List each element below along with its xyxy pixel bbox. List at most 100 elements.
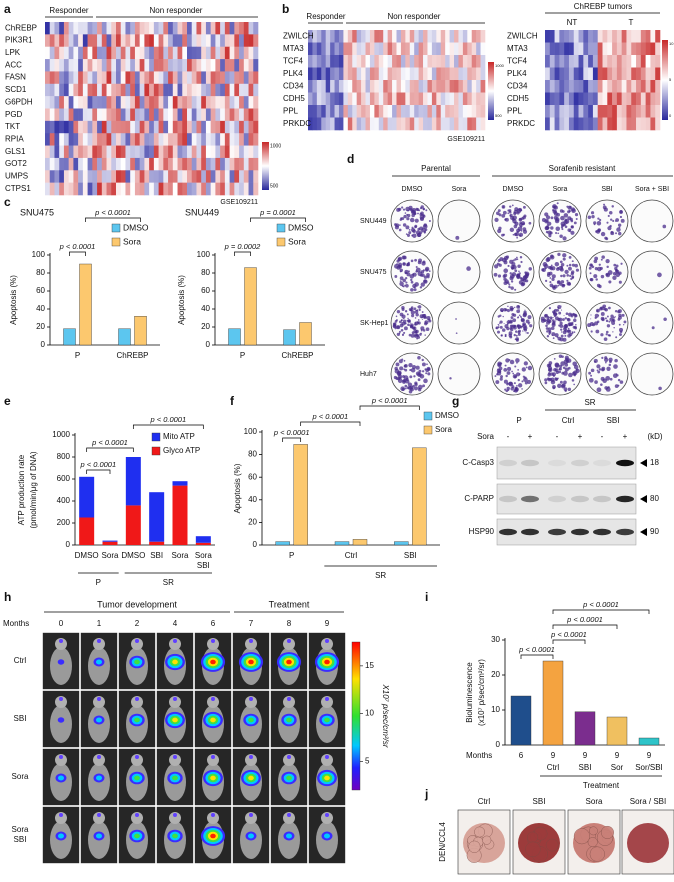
- colony: [527, 365, 533, 371]
- heatmap-cell: [82, 182, 88, 196]
- heatmap-cell: [616, 42, 622, 56]
- heatmap-cell: [130, 34, 136, 48]
- heatmap-cell: [234, 34, 240, 48]
- colony: [600, 231, 606, 237]
- signal: [248, 659, 254, 665]
- heatmap-cell: [650, 117, 656, 131]
- heatmap-cell: [229, 59, 235, 72]
- colony: [410, 278, 413, 282]
- y-tick-label: 0: [41, 340, 46, 349]
- colony: [516, 324, 520, 328]
- colony: [558, 364, 563, 369]
- colony: [562, 274, 566, 278]
- colony-plate: [585, 199, 629, 243]
- heatmap-cell: [365, 117, 371, 131]
- cell-line-label: SNU475: [360, 269, 387, 276]
- heatmap-cell: [239, 145, 245, 159]
- heatmap-cell: [116, 120, 122, 134]
- heatmap-cell: [338, 117, 344, 131]
- colony: [570, 277, 573, 281]
- heatmap-cell: [334, 30, 340, 43]
- heatmap-cell: [418, 42, 424, 56]
- heatmap-cell: [153, 108, 159, 122]
- months-label: Months: [466, 751, 492, 760]
- heatmap-cell: [592, 117, 599, 131]
- heatmap-cell: [201, 120, 207, 134]
- heatmap-cell: [253, 133, 259, 146]
- heatmap-cell: [592, 80, 599, 93]
- heatmap-cell: [68, 22, 74, 35]
- sign-label: +: [623, 432, 628, 441]
- heatmap-cell: [400, 105, 406, 118]
- heatmap-cell: [396, 67, 402, 81]
- colony: [544, 320, 547, 322]
- heatmap-cell: [54, 96, 60, 109]
- heatmap-cell: [655, 92, 661, 106]
- colony: [574, 325, 577, 329]
- heatmap-cell: [68, 96, 74, 109]
- heatmap-cell: [616, 80, 622, 93]
- colony-plate: [390, 352, 434, 396]
- heatmap-cell: [97, 46, 103, 60]
- heatmap-cell: [101, 59, 107, 72]
- colony: [524, 271, 530, 277]
- colony: [617, 318, 621, 321]
- heatmap-cell: [149, 120, 155, 134]
- heatmap-cell: [163, 59, 169, 72]
- mouse-body: [50, 647, 72, 685]
- heatmap-cell: [229, 108, 235, 122]
- heatmap-cell: [621, 55, 627, 68]
- heatmap-cell: [182, 34, 188, 48]
- heatmap-cell: [63, 34, 69, 48]
- heatmap-cell: [101, 133, 107, 146]
- mouse-image: [156, 748, 194, 806]
- gene-label: CTPS1: [5, 184, 31, 193]
- heatmap-cell: [549, 80, 555, 93]
- mouse-head: [207, 812, 219, 824]
- colony: [399, 312, 404, 317]
- colony: [417, 232, 422, 237]
- nodule: [525, 841, 541, 857]
- mouse-head: [169, 696, 181, 708]
- heatmap-cell: [559, 55, 565, 68]
- heatmap-cell: [427, 42, 433, 56]
- colony: [562, 236, 567, 241]
- colony: [560, 309, 563, 311]
- lane-label: Ctrl: [562, 416, 575, 425]
- heatmap-cell: [243, 96, 249, 109]
- colony: [412, 229, 416, 233]
- heatmap-cell: [73, 108, 79, 122]
- colony: [561, 331, 563, 333]
- colony: [555, 232, 558, 235]
- heatmap-cell: [158, 133, 164, 146]
- colony: [416, 337, 419, 340]
- colony: [544, 314, 548, 317]
- colony: [597, 217, 600, 220]
- heatmap-cell: [559, 42, 565, 56]
- heatmap-cell: [418, 55, 424, 68]
- heatmap-cell: [120, 46, 126, 60]
- heatmap-cell: [636, 80, 642, 93]
- colony: [594, 380, 598, 384]
- heatmap-cell: [612, 42, 618, 56]
- month-label: 0: [59, 619, 64, 628]
- head-signal: [97, 639, 101, 643]
- plate: [630, 352, 674, 396]
- colony: [598, 314, 600, 316]
- y-tick-label: 20: [36, 322, 45, 331]
- heatmap-cell: [182, 96, 188, 109]
- panel-label: c: [4, 195, 11, 209]
- heatmap-cell: [564, 67, 570, 81]
- heatmap-cell: [130, 22, 136, 35]
- colony: [518, 232, 524, 237]
- heatmap-cell: [97, 133, 103, 146]
- liver-photo: [621, 809, 674, 875]
- colony: [516, 236, 518, 239]
- mouse-image: [232, 632, 270, 690]
- heatmap-cell: [476, 67, 481, 81]
- colony: [547, 327, 552, 332]
- colony: [425, 327, 430, 332]
- liver-photo: [457, 809, 511, 875]
- heatmap-cell: [144, 96, 150, 109]
- heatmap-cell: [578, 67, 584, 81]
